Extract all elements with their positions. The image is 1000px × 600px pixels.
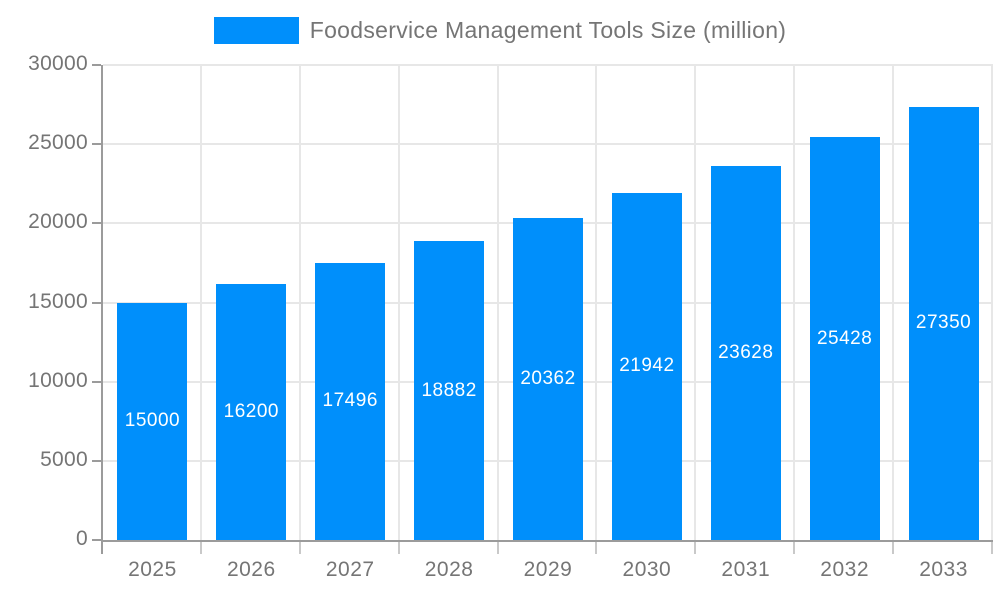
x-gridline (595, 65, 598, 540)
y-tick-label: 20000 (28, 210, 88, 234)
x-tick (793, 542, 796, 554)
y-tick (92, 64, 101, 66)
y-gridline (103, 64, 993, 66)
bar[interactable]: 15000 (117, 302, 188, 540)
x-tick-label: 2026 (226, 558, 276, 581)
x-gridline (496, 65, 499, 540)
x-tick (694, 542, 697, 554)
y-tick-label: 10000 (28, 368, 88, 392)
x-tick-label: 2032 (820, 558, 870, 581)
x-gridline (298, 65, 301, 540)
plot-area: 15000 16200 17496 18882 20362 21942 23628 25428… (92, 64, 993, 554)
bar[interactable]: 21942 (611, 192, 682, 540)
x-gridline (793, 65, 796, 540)
x-tick (496, 542, 499, 554)
legend-swatch (213, 17, 299, 44)
x-tick (892, 542, 895, 554)
x-tick-label: 2031 (721, 558, 771, 581)
x-tick (991, 542, 993, 554)
y-tick-label: 5000 (40, 447, 88, 471)
y-tick (92, 143, 101, 146)
bar[interactable]: 16200 (216, 283, 287, 540)
y-tick-label: 15000 (28, 289, 88, 313)
x-tick-label: 2030 (622, 558, 672, 581)
bar-value-label: 20362 (520, 367, 576, 389)
legend-label: Foodservice Management Tools Size (milli… (309, 17, 787, 43)
y-axis-line (101, 65, 103, 554)
x-gridline (892, 65, 895, 540)
bar-value-label: 17496 (322, 390, 378, 412)
x-gridline (694, 65, 697, 540)
x-tick-label: 2029 (523, 558, 573, 581)
bar[interactable]: 18882 (414, 241, 485, 540)
x-tick (595, 542, 598, 554)
bar[interactable]: 23628 (710, 165, 781, 540)
x-tick-label: 2028 (424, 558, 474, 581)
y-tick (92, 459, 101, 462)
y-tick-label: 25000 (28, 131, 88, 155)
bar[interactable]: 27350 (908, 106, 979, 540)
x-gridline (199, 65, 202, 540)
x-tick (298, 542, 301, 554)
bar-value-label: 21942 (619, 355, 675, 377)
bar-value-label: 23628 (718, 341, 774, 363)
legend-item[interactable]: Foodservice Management Tools Size (milli… (213, 17, 787, 44)
chart-legend: Foodservice Management Tools Size (milli… (0, 17, 1000, 44)
y-tick (92, 222, 101, 225)
bar-value-label: 27350 (915, 312, 972, 334)
x-tick-label: 2025 (128, 558, 177, 581)
y-tick (92, 380, 101, 383)
bar[interactable]: 17496 (315, 262, 386, 540)
y-tick-label: 30000 (28, 52, 88, 75)
x-tick-label: 2033 (919, 558, 968, 581)
y-tick (92, 539, 101, 541)
x-gridline (991, 65, 993, 540)
x-tick-label: 2027 (325, 558, 375, 581)
bar[interactable]: 25428 (809, 137, 880, 540)
y-tick (92, 301, 101, 304)
x-axis-line (101, 540, 993, 542)
bar[interactable]: 20362 (513, 217, 583, 540)
bar-value-label: 18882 (421, 379, 477, 401)
bar-value-label: 25428 (816, 327, 873, 349)
bar-value-label: 16200 (223, 400, 279, 422)
bar-value-label: 15000 (124, 410, 181, 432)
y-tick-label: 0 (76, 527, 88, 550)
x-gridline (397, 65, 400, 540)
y-gridline (103, 143, 993, 146)
x-tick (199, 542, 202, 554)
x-tick (397, 542, 400, 554)
